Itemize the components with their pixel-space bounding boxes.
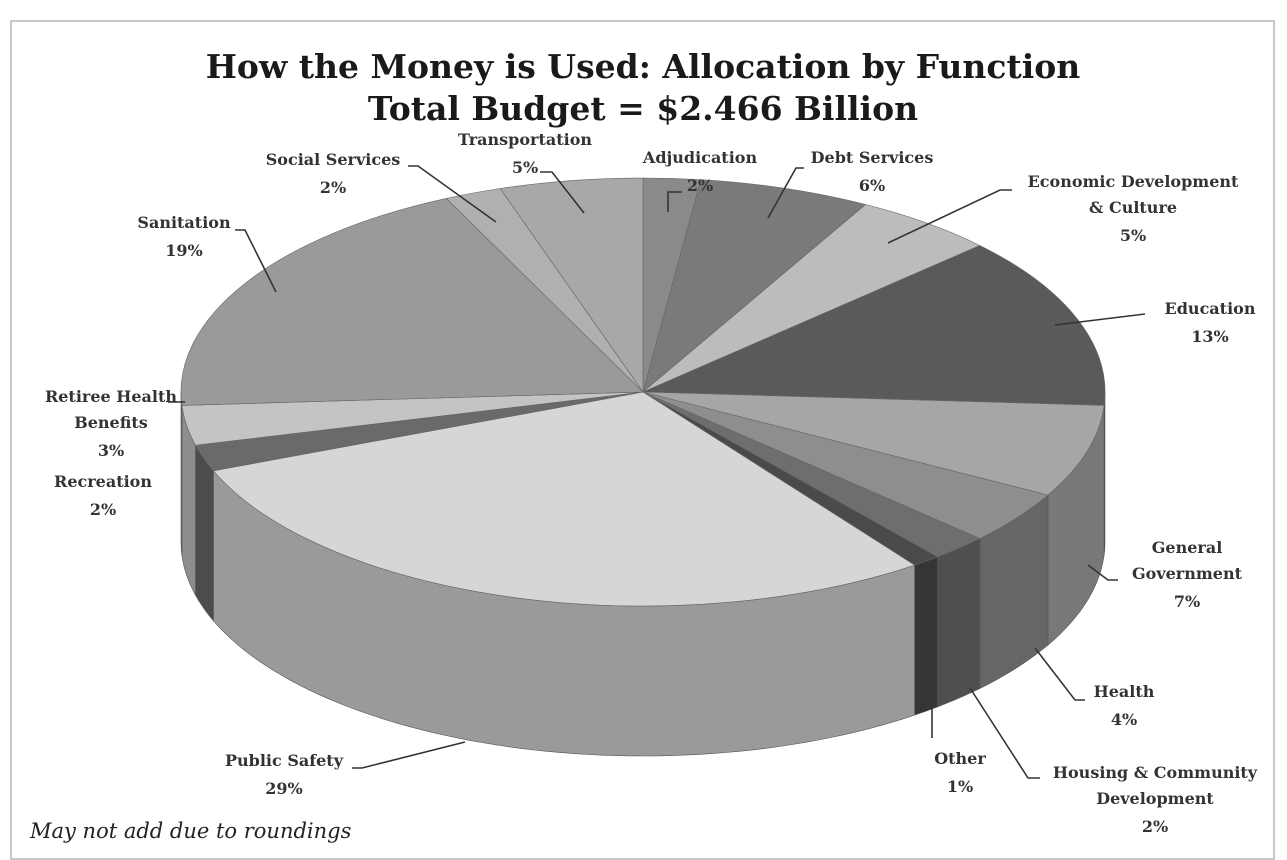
slice-percent-general-government: 7% xyxy=(1174,592,1200,611)
label-housing-and-community-development: Housing & Community Development 2% xyxy=(969,687,1258,836)
slice-education xyxy=(642,245,1106,406)
label-other: Other 1% xyxy=(931,705,986,796)
slice-percent-housing-and-community-development: 2% xyxy=(1142,817,1168,836)
label-sanitation: Sanitation 19% xyxy=(137,213,277,293)
slice-general-government xyxy=(642,391,1105,496)
slice-percent-recreation: 2% xyxy=(90,500,116,519)
slice-percent-social-services: 2% xyxy=(320,178,346,197)
label-retiree-health-benefits: Retiree Health Benefits 3% xyxy=(45,387,185,460)
label-education: Education 13% xyxy=(1054,299,1256,346)
slice-label-adjudication: Adjudication xyxy=(642,148,758,167)
slice-percent-sanitation: 19% xyxy=(165,241,202,260)
leader-line-education xyxy=(1054,313,1146,326)
slice-side-recreation xyxy=(195,444,214,622)
slice-percent-economic-development-and-culture: 5% xyxy=(1120,226,1146,245)
slice-label-general-government: Government xyxy=(1132,564,1243,583)
label-recreation: Recreation 2% xyxy=(54,472,152,519)
slice-label-retiree-health-benefits: Benefits xyxy=(74,413,148,432)
leader-line-sanitation xyxy=(235,229,277,293)
slice-label-education: Education xyxy=(1165,299,1256,318)
slice-label-economic-development-and-culture: & Culture xyxy=(1089,198,1177,217)
label-public-safety: Public Safety 29% xyxy=(225,741,466,798)
slice-side-sanitation xyxy=(180,391,183,556)
slice-label-sanitation: Sanitation xyxy=(137,213,231,232)
leader-line-general-government xyxy=(1087,564,1118,581)
leader-line-transportation xyxy=(540,171,585,214)
slice-label-social-services: Social Services xyxy=(266,150,401,169)
slice-label-recreation: Recreation xyxy=(54,472,152,491)
leader-line-debt-services xyxy=(767,167,804,219)
slice-percent-debt-services: 6% xyxy=(859,176,885,195)
slice-label-housing-and-community-development: Housing & Community xyxy=(1053,763,1258,782)
chart-note: May not add due to roundings xyxy=(29,819,352,843)
label-general-government: General Government 7% xyxy=(1087,538,1243,611)
label-adjudication: Adjudication 2% xyxy=(642,148,758,212)
slice-percent-adjudication: 2% xyxy=(687,176,713,195)
slice-label-housing-and-community-development: Development xyxy=(1096,789,1214,808)
leader-line-economic-development-and-culture xyxy=(887,189,1012,244)
leader-line-social-services xyxy=(408,165,497,223)
slice-debt-services xyxy=(642,179,867,393)
slice-public-safety xyxy=(212,391,916,607)
slice-transportation xyxy=(499,177,644,393)
slice-label-public-safety: Public Safety xyxy=(225,751,344,770)
slice-side-housing-and-community-development xyxy=(937,538,981,708)
label-economic-development-and-culture: Economic Development & Culture 5% xyxy=(887,172,1239,245)
slice-label-general-government: General xyxy=(1152,538,1223,557)
slice-side-other xyxy=(914,556,938,716)
slice-label-health: Health xyxy=(1094,682,1155,701)
slice-label-other: Other xyxy=(934,749,986,768)
leader-line-public-safety xyxy=(352,741,466,769)
slice-label-debt-services: Debt Services xyxy=(811,148,934,167)
slice-economic-development-and-culture xyxy=(642,204,981,393)
slice-label-retiree-health-benefits: Retiree Health xyxy=(45,387,177,406)
slice-percent-transportation: 5% xyxy=(512,158,538,177)
leader-line-housing-and-community-development xyxy=(969,687,1040,779)
slice-percent-health: 4% xyxy=(1111,710,1137,729)
leader-line-health xyxy=(1034,647,1085,701)
label-health: Health 4% xyxy=(1034,647,1155,729)
slice-label-transportation: Transportation xyxy=(458,130,592,149)
slice-percent-public-safety: 29% xyxy=(265,779,302,798)
chart-subtitle: Total Budget = $2.466 Billion xyxy=(368,89,918,128)
label-social-services: Social Services 2% xyxy=(266,150,497,223)
leader-line-adjudication xyxy=(667,191,682,212)
slice-percent-retiree-health-benefits: 3% xyxy=(98,441,124,460)
chart-title: How the Money is Used: Allocation by Fun… xyxy=(206,47,1081,86)
slice-label-economic-development-and-culture: Economic Development xyxy=(1028,172,1239,191)
label-transportation: Transportation 5% xyxy=(458,130,592,214)
slice-percent-education: 13% xyxy=(1191,327,1228,346)
label-debt-services: Debt Services 6% xyxy=(767,148,934,219)
slice-percent-other: 1% xyxy=(947,777,973,796)
slice-sanitation xyxy=(180,198,644,406)
